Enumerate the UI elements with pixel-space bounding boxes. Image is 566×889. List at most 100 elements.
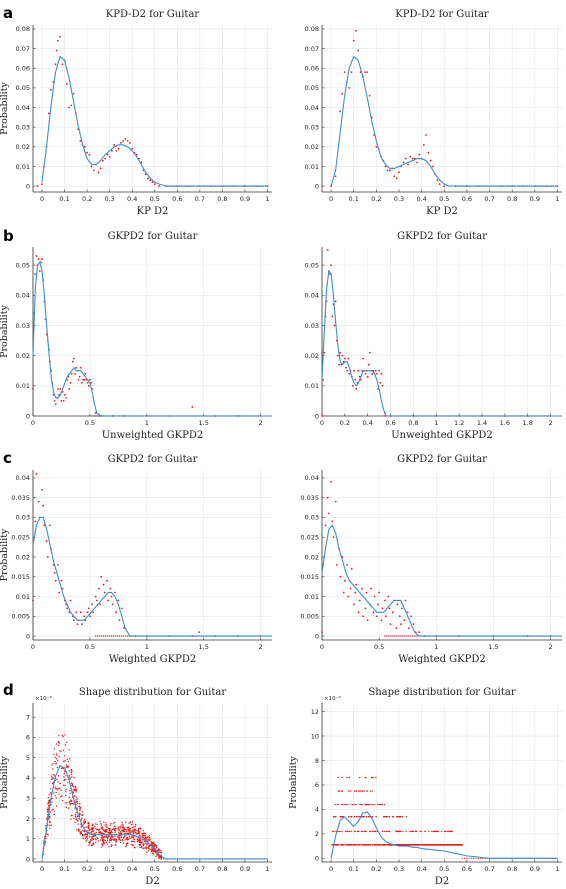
chart-6-point	[55, 753, 58, 755]
chart-6-point	[136, 838, 138, 841]
chart-7-point	[359, 790, 362, 792]
chart-6-point	[134, 828, 137, 831]
chart-4-point	[58, 591, 61, 594]
chart-6-point	[133, 840, 136, 843]
chart-7-point	[366, 803, 369, 806]
chart-6-ytick-label: 0	[26, 855, 30, 863]
chart-5-title: GKPD2 for Guitar	[397, 454, 487, 465]
chart-7-point	[401, 816, 403, 818]
chart-6-point	[100, 826, 103, 829]
chart-6-point	[104, 839, 106, 842]
chart-5-point	[365, 591, 368, 594]
chart-4-point	[34, 520, 37, 523]
chart-7-point	[354, 830, 356, 833]
chart-6-point	[64, 744, 67, 746]
chart-2-point	[63, 393, 66, 396]
chart-7-point	[443, 844, 446, 846]
chart-6-point	[69, 790, 71, 792]
chart-6-point	[62, 784, 65, 786]
chart-6-point	[138, 834, 140, 836]
chart-0-point	[50, 88, 52, 91]
chart-3-xtick-label: 1.2	[454, 419, 464, 427]
chart-2-ytick-label: 0.04	[16, 292, 30, 300]
chart-5-point	[366, 619, 369, 622]
chart-1-ytick-label: 0.06	[305, 65, 319, 73]
chart-7-point	[348, 830, 351, 833]
chart-6-point	[101, 843, 104, 846]
chart-7-point	[402, 844, 405, 846]
chart-7-point	[378, 844, 380, 846]
chart-1-xtick-label: 0.5	[439, 195, 449, 203]
chart-6-point	[145, 838, 147, 841]
chart-7-point	[341, 830, 343, 833]
chart-3-xtick-label: 2	[549, 419, 553, 427]
chart-6-point	[126, 832, 129, 835]
chart-6-point	[103, 839, 105, 841]
chart-2-xtick-label: 0	[31, 419, 35, 427]
chart-5-point	[388, 607, 391, 610]
chart-1-ytick-label: 0.01	[305, 163, 319, 171]
chart-6-point	[136, 829, 138, 832]
chart-6-point	[124, 835, 126, 837]
chart-6-ytick-label: 5	[26, 754, 30, 762]
chart-6-point	[84, 837, 86, 840]
chart-6-point	[65, 741, 68, 744]
chart-1-point	[422, 143, 425, 146]
chart-2-point	[35, 255, 38, 257]
chart-7-point	[374, 830, 377, 833]
chart-7-point	[334, 816, 337, 818]
chart-6-point	[146, 851, 148, 853]
chart-7-point	[449, 830, 451, 833]
chart-1-point	[443, 185, 446, 188]
chart-7: 0 0.1 0.2 0.3 0.4 0.5 0.6 0.7 0.8 0.9 1024681012×1…	[288, 687, 562, 887]
chart-6-point	[92, 843, 95, 845]
chart-5-point	[387, 595, 390, 598]
chart-4-point	[108, 635, 111, 637]
chart-2-point	[87, 384, 90, 387]
chart-7-point	[335, 844, 338, 846]
chart-5-point	[404, 599, 407, 602]
chart-5-point	[357, 611, 360, 614]
chart-5-point	[386, 635, 388, 637]
chart-0-ytick-label: 0.01	[16, 163, 30, 171]
chart-6-point	[64, 791, 67, 793]
chart-5-point	[396, 635, 398, 637]
chart-3-ytick-label: 0.03	[305, 322, 319, 330]
chart-5-point	[410, 615, 413, 618]
chart-7-point	[375, 776, 377, 779]
chart-4-point	[41, 488, 44, 491]
chart-6-point	[108, 839, 111, 841]
chart-7-point	[384, 816, 386, 818]
chart-7-point	[414, 844, 417, 846]
chart-5-point	[416, 635, 418, 637]
chart-6-point	[48, 815, 51, 818]
chart-6-point	[131, 830, 133, 832]
chart-3-point	[343, 357, 346, 360]
panels: 0 0.1 0.2 0.3 0.4 0.5 0.6 0.7 0.8 0.9 100.010.020.…	[0, 9, 562, 887]
chart-5-point	[339, 575, 342, 578]
chart-4-point	[114, 591, 116, 594]
chart-6-point	[152, 851, 155, 853]
chart-6-point	[45, 824, 47, 827]
chart-7-point	[334, 803, 336, 806]
chart-6-point	[55, 743, 58, 745]
chart-6-point	[144, 834, 146, 837]
chart-7-point	[477, 857, 479, 859]
chart-6-point	[52, 762, 54, 765]
chart-6-point	[139, 827, 141, 829]
chart-6-point	[49, 811, 52, 813]
chart-7-point	[399, 816, 402, 818]
chart-5-point	[349, 587, 352, 590]
chart-5-xlabel: Weighted GKPD2	[398, 654, 486, 665]
chart-6-point	[115, 840, 117, 843]
chart-6-point	[74, 795, 76, 797]
chart-6-point	[114, 821, 116, 824]
chart-2-ytick-label: 0	[26, 412, 30, 420]
chart-0-point	[124, 138, 127, 140]
chart-6-point	[75, 801, 77, 804]
chart-6-point	[69, 770, 71, 772]
chart-7-point	[428, 830, 430, 833]
chart-7-xlabel: D2	[435, 876, 449, 887]
chart-6-point	[74, 813, 77, 816]
chart-6-point	[86, 835, 89, 837]
